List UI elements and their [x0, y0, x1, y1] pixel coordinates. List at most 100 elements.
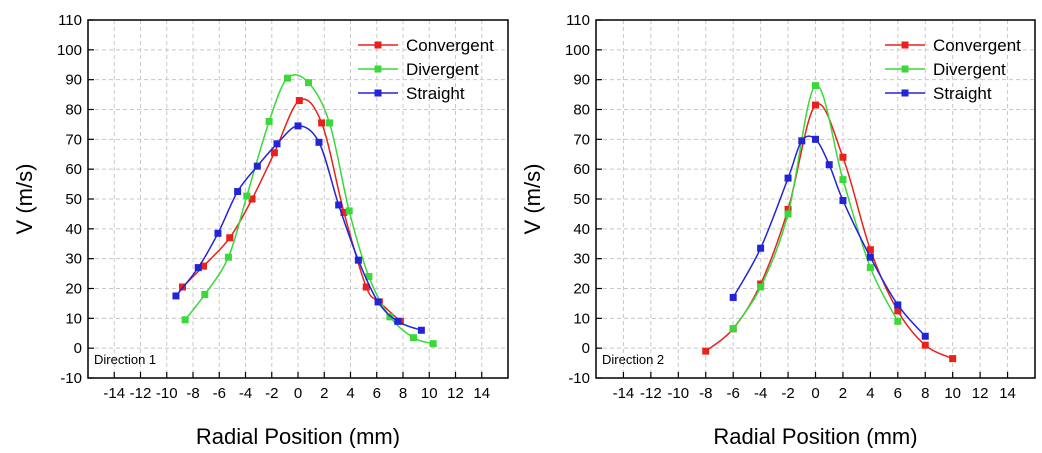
data-point-straight [825, 161, 833, 169]
data-point-divergent [181, 316, 189, 324]
data-point-divergent [410, 334, 417, 342]
y-tick-label: 40 [573, 221, 590, 238]
legend-marker [901, 65, 909, 73]
data-point-convergent [226, 234, 234, 242]
x-tick-label: 14 [999, 385, 1016, 402]
x-tick-label: -8 [699, 385, 712, 402]
data-point-divergent [866, 264, 874, 272]
x-tick-label: 14 [473, 385, 490, 402]
x-tick-label: 8 [921, 385, 929, 402]
data-point-divergent [265, 117, 273, 125]
data-point-straight [315, 138, 323, 146]
legend-marker [374, 65, 382, 73]
y-tick-label: 70 [65, 131, 82, 148]
x-tick-label: -8 [186, 385, 199, 402]
y-tick-label: 30 [573, 251, 590, 268]
x-axis-label: Radial Position (mm) [196, 424, 400, 448]
y-tick-label: -10 [60, 370, 82, 387]
x-tick-label: -14 [613, 385, 635, 402]
data-point-straight [784, 174, 792, 182]
data-point-divergent [894, 317, 902, 325]
data-point-convergent [295, 97, 303, 105]
x-tick-label: 4 [346, 385, 354, 402]
data-point-divergent [365, 273, 373, 281]
series-line-convergent [705, 102, 954, 360]
x-tick-label: 10 [421, 385, 438, 402]
data-point-divergent [784, 210, 792, 218]
series-line-straight [732, 135, 926, 337]
data-point-convergent [270, 149, 278, 157]
data-point-straight [729, 293, 737, 301]
y-tick-label: 90 [573, 72, 590, 89]
data-point-convergent [702, 347, 710, 355]
data-point-divergent [243, 192, 251, 200]
x-tick-label: 12 [447, 385, 464, 402]
data-point-straight [253, 162, 261, 170]
y-axis-label: V (m/s) [12, 164, 37, 235]
x-tick-label: -2 [265, 385, 278, 402]
panel-annotation: Direction 2 [602, 352, 664, 367]
legend-label-straight: Straight [933, 84, 992, 103]
x-tick-label: -6 [727, 385, 740, 402]
data-point-straight [172, 292, 180, 300]
legend-marker [374, 89, 382, 97]
data-point-straight [417, 326, 425, 334]
x-tick-label: -4 [239, 385, 252, 402]
data-point-divergent [305, 79, 312, 87]
legend-label-straight: Straight [406, 84, 465, 103]
x-tick-label: 6 [894, 385, 902, 402]
y-tick-label: 10 [573, 310, 590, 327]
series-line-divergent [184, 74, 434, 345]
data-point-straight [921, 332, 929, 340]
data-point-convergent [839, 153, 847, 161]
data-point-divergent [224, 253, 232, 261]
data-point-straight [335, 201, 343, 209]
x-tick-label: -10 [156, 385, 178, 402]
series-line-straight [175, 125, 422, 331]
data-point-straight [234, 188, 242, 196]
data-point-straight [839, 196, 847, 204]
y-tick-label: 110 [566, 12, 590, 29]
y-tick-label: 60 [65, 161, 82, 178]
data-point-straight [294, 122, 302, 130]
y-tick-label: 60 [573, 161, 590, 178]
y-tick-label: 20 [573, 281, 590, 298]
y-tick-label: 80 [65, 102, 82, 119]
x-tick-label: 0 [811, 385, 819, 402]
y-tick-label: 50 [573, 191, 590, 208]
x-tick-label: 2 [320, 385, 328, 402]
data-point-straight [354, 256, 362, 264]
y-tick-label: 40 [65, 221, 82, 238]
legend-label-divergent: Divergent [406, 60, 479, 79]
y-tick-label: 0 [582, 340, 590, 357]
data-point-divergent [729, 325, 737, 333]
data-point-convergent [318, 119, 326, 127]
legend-marker [901, 41, 909, 49]
y-tick-label: 90 [65, 72, 82, 89]
data-point-straight [194, 264, 202, 272]
data-point-convergent [362, 283, 370, 291]
data-point-straight [214, 229, 222, 237]
y-tick-label: 80 [573, 102, 590, 119]
data-point-divergent [386, 313, 394, 321]
x-tick-label: -14 [103, 385, 125, 402]
data-point-straight [894, 301, 902, 309]
data-point-convergent [784, 205, 792, 213]
data-point-divergent [839, 176, 847, 184]
y-tick-label: 70 [573, 131, 590, 148]
data-point-convergent [812, 101, 819, 109]
data-point-convergent [949, 355, 957, 363]
y-tick-label: 100 [565, 42, 590, 59]
y-axis-label: V (m/s) [520, 164, 545, 235]
data-point-straight [374, 298, 382, 306]
legend-label-divergent: Divergent [933, 60, 1006, 79]
data-point-divergent [201, 290, 209, 298]
data-point-straight [394, 317, 402, 325]
data-point-straight [866, 253, 874, 261]
x-tick-label: 2 [839, 385, 847, 402]
x-tick-label: 12 [972, 385, 989, 402]
x-axis-label: Radial Position (mm) [713, 424, 917, 448]
